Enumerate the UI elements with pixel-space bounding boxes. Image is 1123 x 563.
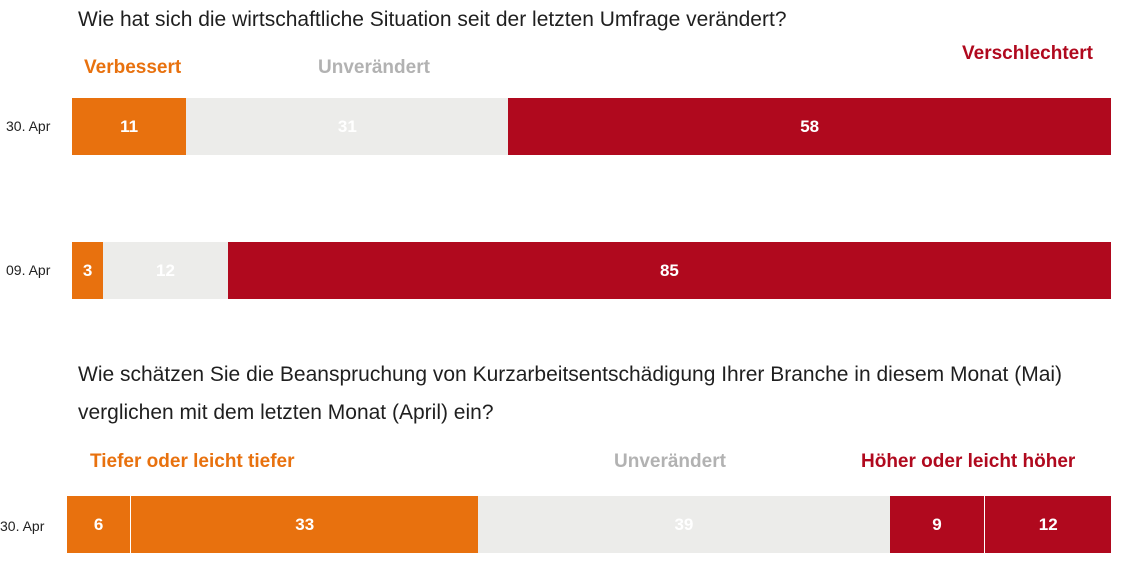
bar-segment-tiefer: 6 bbox=[67, 496, 131, 553]
legend-verbessert: Verbessert bbox=[84, 57, 182, 78]
chart1-title: Wie hat sich die wirtschaftliche Situati… bbox=[78, 8, 787, 31]
row-label: 09. Apr bbox=[6, 262, 51, 278]
legend-unveraendert-2: Unverändert bbox=[614, 451, 726, 472]
chart2-title-line2: verglichen mit dem letzten Monat (April)… bbox=[78, 401, 494, 424]
bar-segment-unveraendert: 12 bbox=[103, 242, 228, 299]
bar-segment-unveraendert: 31 bbox=[186, 98, 509, 155]
bar-segment-verbessert: 3 bbox=[72, 242, 104, 299]
bar-segment-leicht-hoeher: 9 bbox=[889, 496, 985, 553]
data-label: 3 bbox=[82, 260, 93, 280]
legend-tiefer: Tiefer oder leicht tiefer bbox=[90, 451, 295, 472]
row-label: 30. Apr bbox=[0, 518, 45, 534]
data-label: 85 bbox=[659, 260, 679, 280]
data-label: 12 bbox=[1038, 514, 1058, 534]
bar-segment-leicht-tiefer: 33 bbox=[130, 496, 479, 553]
bar-segment-unveraendert: 39 bbox=[478, 496, 890, 553]
bar-segment-verschlechtert: 58 bbox=[508, 98, 1111, 155]
data-label: 58 bbox=[800, 116, 820, 136]
chart2-title-line1: Wie schätzen Sie die Beanspruchung von K… bbox=[78, 363, 1063, 386]
legend-unveraendert: Unverändert bbox=[318, 57, 430, 78]
data-label: 6 bbox=[93, 514, 104, 534]
bar-segment-hoeher: 12 bbox=[984, 496, 1111, 553]
legend-hoeher: Höher oder leicht höher bbox=[861, 451, 1076, 472]
data-label: 31 bbox=[337, 116, 357, 136]
stacked-bar-row: 11 31 58 bbox=[72, 98, 1111, 155]
data-label: 9 bbox=[932, 514, 942, 534]
legend-verschlechtert: Verschlechtert bbox=[962, 43, 1093, 64]
row-label: 30. Apr bbox=[6, 118, 51, 134]
data-label: 33 bbox=[295, 514, 315, 534]
data-label: 12 bbox=[156, 260, 175, 280]
data-label: 39 bbox=[674, 514, 694, 534]
bar-segment-verbessert: 11 bbox=[72, 98, 187, 155]
stacked-bar-row: 3 12 85 bbox=[72, 242, 1111, 299]
bar-segment-verschlechtert: 85 bbox=[227, 242, 1111, 299]
stacked-bar-row: 6 33 39 9 12 bbox=[67, 496, 1111, 553]
data-label: 11 bbox=[120, 116, 139, 136]
